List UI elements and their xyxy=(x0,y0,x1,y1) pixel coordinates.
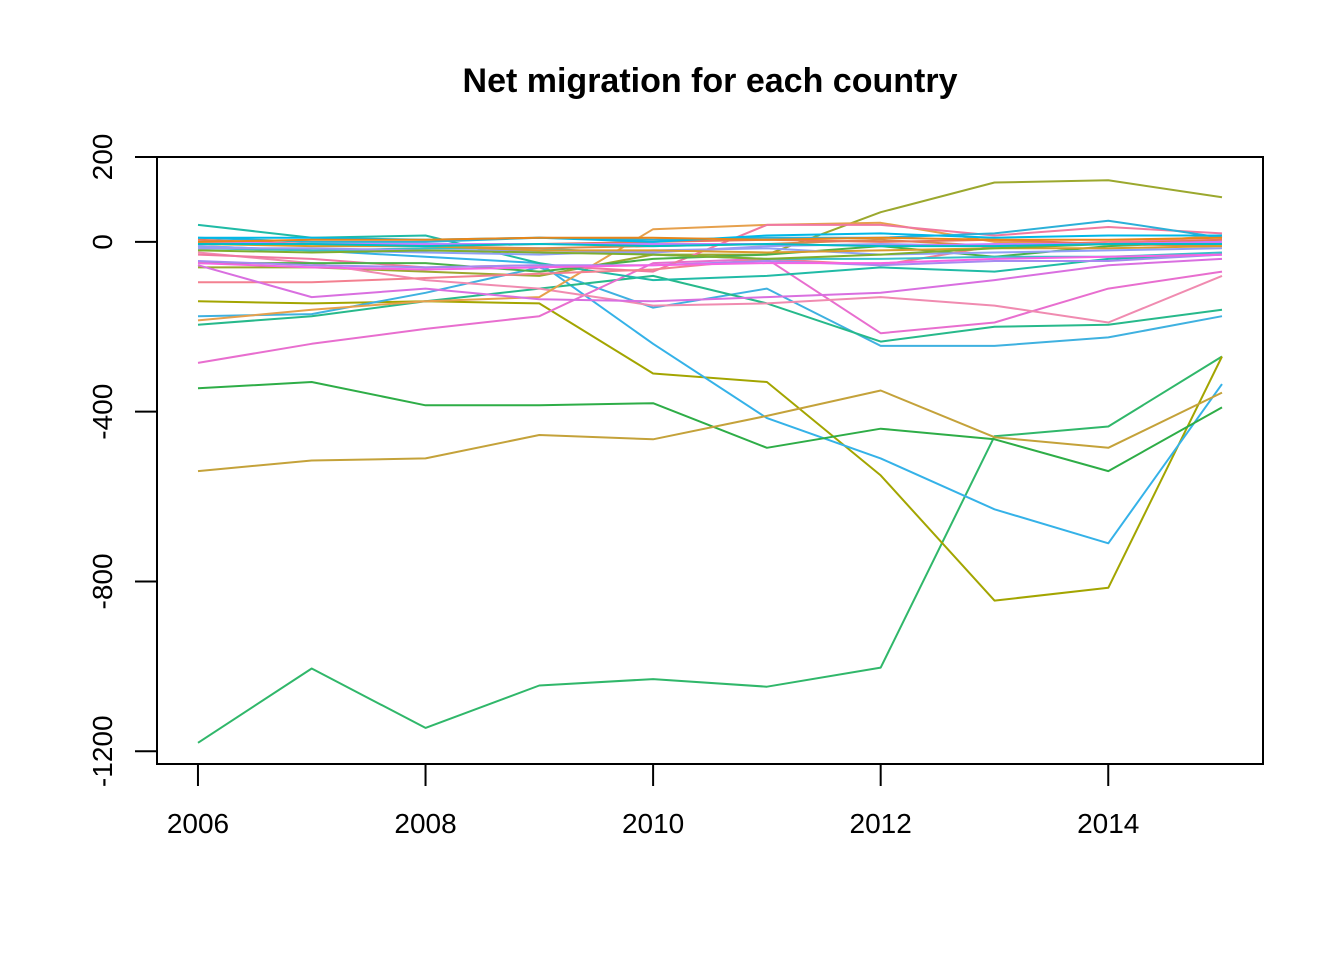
series-line-25 xyxy=(197,243,1222,260)
x-tick-label: 2014 xyxy=(1077,808,1139,839)
x-axis: 2006 2008 2010 2012 2014 xyxy=(167,763,1139,839)
series-line-13 xyxy=(197,223,1223,282)
series-line-9 xyxy=(197,257,1223,364)
x-tick-label: 2010 xyxy=(622,808,684,839)
series-line-27 xyxy=(197,253,1223,271)
y-tick-label: 200 xyxy=(87,134,118,181)
series-line-4 xyxy=(197,381,1223,473)
series-line-2 xyxy=(197,300,1223,602)
x-tick-label: 2006 xyxy=(167,808,229,839)
series-line-6 xyxy=(198,179,1223,277)
series-line-11 xyxy=(197,221,1223,322)
chart-title: Net migration for each country xyxy=(463,62,958,100)
series-line-7 xyxy=(197,266,1223,347)
series-line-24 xyxy=(197,243,1223,254)
x-tick-label: 2012 xyxy=(850,808,912,839)
series-line-30 xyxy=(198,243,1222,248)
y-tick-label: -400 xyxy=(87,384,118,440)
series-line-26 xyxy=(197,240,1223,248)
series-line-3 xyxy=(197,245,1223,545)
series-line-8 xyxy=(197,274,1223,343)
y-tick-label: 0 xyxy=(87,234,118,250)
series-line-5 xyxy=(197,389,1223,473)
y-axis: 200 0 -400 -800 -1200 xyxy=(87,134,158,787)
series-line-10 xyxy=(197,251,1223,324)
series-line-18 xyxy=(197,253,1223,269)
x-tick-label: 2008 xyxy=(394,808,456,839)
series-lines xyxy=(197,179,1223,744)
series-line-29 xyxy=(197,236,1223,243)
series-line-17 xyxy=(197,257,1223,303)
y-tick-label: -1200 xyxy=(87,715,118,787)
series-line-1 xyxy=(197,355,1223,744)
y-tick-label: -800 xyxy=(87,553,118,609)
